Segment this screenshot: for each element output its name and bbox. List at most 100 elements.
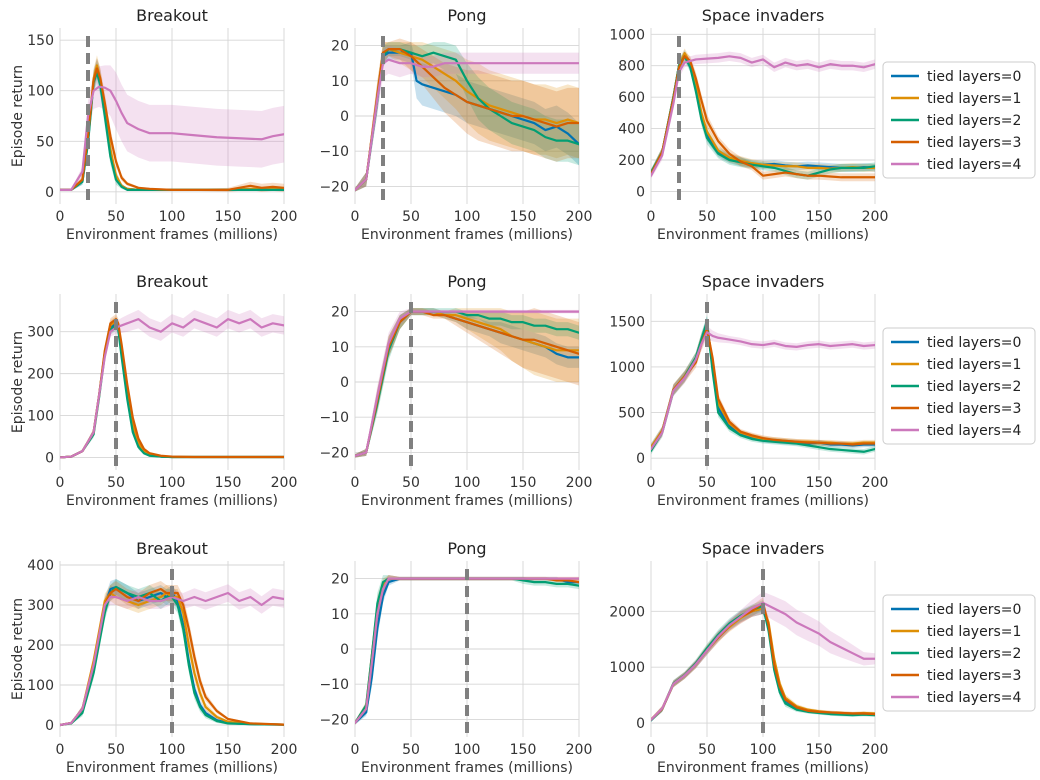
x-tick-label: 200 (271, 209, 298, 225)
y-tick-label: 0 (45, 718, 54, 734)
y-axis-label: Episode return (10, 598, 26, 700)
panel-title: Space invaders (702, 6, 825, 25)
x-tick-label: 200 (862, 209, 889, 225)
x-tick-label: 0 (351, 209, 360, 225)
series-band-0 (355, 308, 579, 458)
y-tick-label: 400 (618, 122, 645, 138)
x-tick-label: 50 (698, 475, 716, 491)
x-tick-label: 50 (107, 475, 125, 491)
x-tick-label: 200 (566, 209, 593, 225)
y-tick-label: 0 (636, 184, 645, 200)
x-axis-label: Environment frames (millions) (66, 227, 278, 243)
legend-box (882, 594, 1036, 712)
x-tick-label: 150 (215, 209, 242, 225)
series-line-4 (355, 58, 579, 192)
y-tick-label: 10 (331, 340, 349, 356)
y-tick-label: 0 (340, 642, 349, 658)
series-line-3 (355, 310, 579, 458)
x-tick-label: 0 (56, 209, 65, 225)
series-line-3 (651, 55, 875, 179)
chart-panel-8: 0 50 100 150 200 −20 −10 0 10 20 Pong Environment f… (319, 539, 592, 776)
y-tick-label: 100 (27, 678, 54, 694)
legend-label-0: tied layers=0 (927, 69, 1021, 85)
x-tick-label: 150 (806, 209, 833, 225)
y-tick-label: 0 (45, 450, 54, 466)
x-tick-label: 50 (698, 742, 716, 758)
x-axis-label: Environment frames (millions) (657, 493, 869, 509)
chart-panel-6: 0 50 100 150 200 0 500 1000 1500 Space invaders En… (609, 272, 1036, 509)
y-tick-label: 0 (636, 451, 645, 467)
series-line-4 (651, 601, 875, 721)
y-axis-label: Episode return (10, 331, 26, 433)
panel-title: Space invaders (702, 272, 825, 291)
series-band-0 (355, 42, 579, 192)
x-tick-label: 0 (56, 475, 65, 491)
x-axis-label: Environment frames (millions) (66, 493, 278, 509)
x-axis-label: Environment frames (millions) (361, 227, 573, 243)
x-tick-label: 0 (351, 475, 360, 491)
panel-title: Pong (447, 539, 486, 558)
legend: tied layers=0 tied layers=1 tied layers=2 t… (882, 327, 1036, 445)
series-line-2 (355, 48, 579, 192)
x-tick-label: 100 (159, 475, 186, 491)
series-band-4 (651, 591, 875, 722)
y-tick-label: 800 (618, 59, 645, 75)
legend-label-4: tied layers=4 (927, 690, 1021, 706)
series-line-4 (651, 55, 875, 177)
legend-label-0: tied layers=0 (927, 335, 1021, 351)
y-tick-label: 400 (27, 558, 54, 574)
legend: tied layers=0 tied layers=1 tied layers=2 t… (882, 594, 1036, 712)
y-tick-label: 100 (27, 84, 54, 100)
chart-panel-7: 0 50 100 150 200 0 100 200 300 400 Breakout Environ… (10, 539, 297, 776)
y-tick-label: 10 (331, 74, 349, 90)
chart-panel-2: 0 50 100 150 200 −20 −10 0 10 20 Pong Environment f… (319, 6, 592, 243)
x-tick-label: 100 (454, 475, 481, 491)
y-tick-label: 100 (27, 409, 54, 425)
legend-label-4: tied layers=4 (927, 157, 1021, 173)
series-group (651, 591, 875, 722)
legend-label-2: tied layers=2 (927, 113, 1021, 129)
series-group (60, 579, 284, 727)
y-tick-label: 150 (27, 33, 54, 49)
legend: tied layers=0 tied layers=1 tied layers=2 t… (882, 61, 1036, 179)
y-tick-label: −20 (319, 712, 349, 728)
chart-panel-5: 0 50 100 150 200 −20 −10 0 10 20 Pong Environment f… (319, 272, 592, 509)
chart-panel-4: 0 50 100 150 200 0 100 200 300 Breakout Environmen… (10, 272, 297, 509)
x-tick-label: 100 (750, 742, 777, 758)
series-group (355, 308, 579, 458)
y-tick-label: 20 (331, 572, 349, 588)
series-line-4 (651, 331, 875, 451)
x-tick-label: 50 (402, 209, 420, 225)
y-tick-label: 20 (331, 39, 349, 55)
series-line-4 (355, 577, 579, 725)
series-line-4 (355, 310, 579, 458)
y-tick-label: 300 (27, 325, 54, 341)
series-group (60, 309, 284, 459)
y-axis-label: Episode return (10, 65, 26, 167)
y-tick-label: 500 (618, 406, 645, 422)
x-axis-label: Environment frames (millions) (657, 760, 869, 776)
y-tick-label: −20 (319, 179, 349, 195)
x-tick-label: 100 (750, 209, 777, 225)
y-tick-label: 200 (27, 638, 54, 654)
x-tick-label: 0 (647, 209, 656, 225)
y-tick-label: 0 (45, 185, 54, 201)
legend-label-2: tied layers=2 (927, 379, 1021, 395)
x-tick-label: 100 (159, 742, 186, 758)
legend-label-1: tied layers=1 (927, 91, 1021, 107)
legend-label-1: tied layers=1 (927, 357, 1021, 373)
x-tick-label: 150 (510, 475, 537, 491)
legend-box (882, 61, 1036, 179)
series-band-4 (60, 309, 284, 458)
x-tick-label: 50 (107, 209, 125, 225)
y-tick-label: 0 (340, 109, 349, 125)
y-tick-label: 50 (36, 134, 54, 150)
x-tick-label: 200 (271, 742, 298, 758)
y-tick-label: 0 (340, 375, 349, 391)
x-tick-label: 0 (647, 742, 656, 758)
panel-title: Pong (447, 6, 486, 25)
y-tick-label: 1000 (609, 27, 645, 43)
x-tick-label: 150 (215, 742, 242, 758)
